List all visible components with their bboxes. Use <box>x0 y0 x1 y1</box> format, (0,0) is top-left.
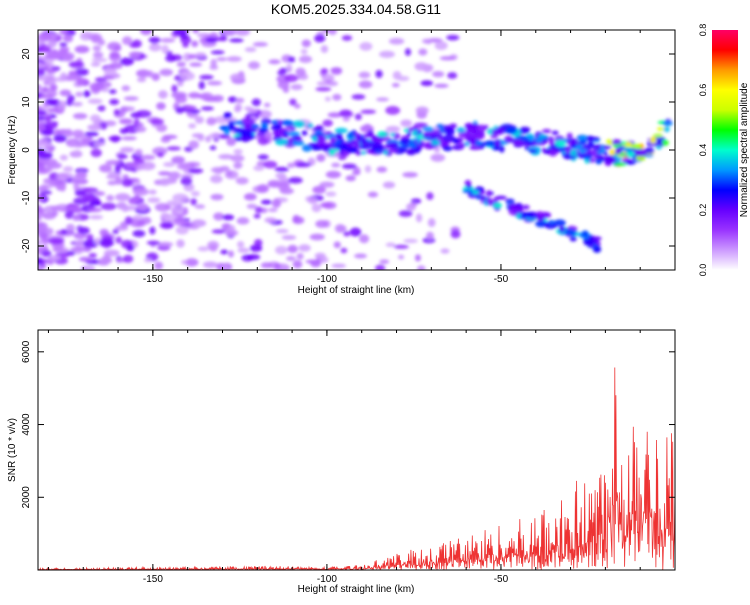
spectrogram-ylabel: Frequency (Hz) <box>7 116 18 185</box>
snr-ticks: -150 -100 -50 2000 4000 6000 <box>21 330 676 585</box>
y-tick-label: -20 <box>21 238 32 253</box>
x-tick-label: -100 <box>317 574 337 585</box>
y-tick-label: 6000 <box>21 340 32 363</box>
snr-xlabel: Height of straight line (km) <box>298 584 415 595</box>
snr-frame <box>37 329 676 571</box>
colorbar-tick-label: 0.4 <box>698 144 708 157</box>
spectrogram-image <box>38 30 673 270</box>
colorbar-tick-label: 0.6 <box>698 84 708 97</box>
colorbar-tick-label: 0.8 <box>698 24 708 37</box>
colorbar-tick-label: 0.0 <box>698 264 708 277</box>
y-tick-label: 20 <box>21 48 32 60</box>
x-tick-label: -100 <box>317 274 337 285</box>
y-tick-label: 4000 <box>21 413 32 436</box>
colorbar-gradient <box>712 30 738 270</box>
x-tick-label: -150 <box>143 274 163 285</box>
colorbar-ticks: 0.0 0.2 0.4 0.6 0.8 <box>698 24 708 277</box>
spectrogram-xlabel: Height of straight line (km) <box>298 285 415 296</box>
x-tick-label: -50 <box>494 574 509 585</box>
snr-series-line <box>38 367 675 570</box>
colorbar-tick-label: 0.2 <box>698 204 708 217</box>
snr-panel: -150 -100 -50 2000 4000 6000 SNR (10 * v/v) H… <box>7 329 676 595</box>
x-tick-label: -150 <box>143 574 163 585</box>
colorbar: 0.0 0.2 0.4 0.6 0.8 Normalized spectral ampl… <box>698 24 750 277</box>
y-tick-label: 0 <box>21 147 32 153</box>
y-tick-label: -10 <box>21 190 32 205</box>
colorbar-label: Normalized spectral amplitude <box>739 82 750 217</box>
y-tick-label: 2000 <box>21 486 32 509</box>
x-tick-label: -50 <box>494 274 509 285</box>
y-tick-label: 10 <box>21 96 32 108</box>
figure-title: KOM5.2025.334.04.58.G11 <box>271 1 441 17</box>
snr-ylabel: SNR (10 * v/v) <box>7 418 18 482</box>
